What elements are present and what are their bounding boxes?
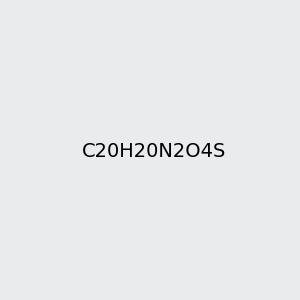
Text: C20H20N2O4S: C20H20N2O4S [82,142,226,161]
